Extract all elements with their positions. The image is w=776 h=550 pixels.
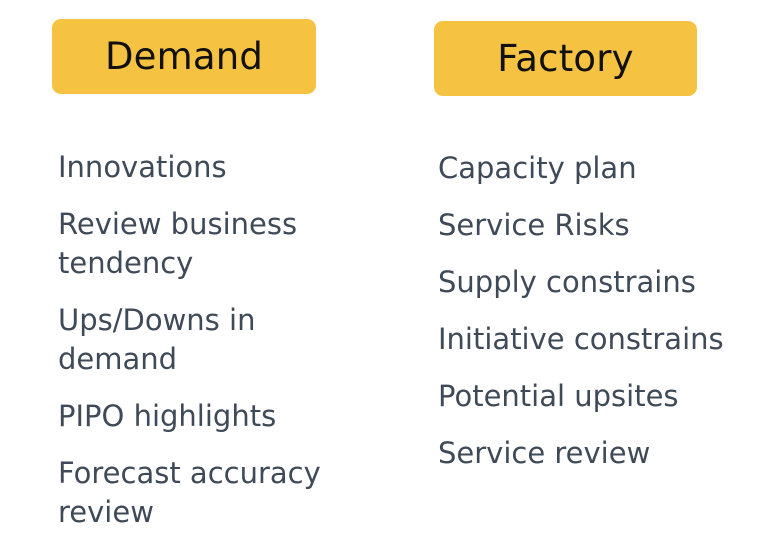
factory-item-list: Capacity plan Service Risks Supply const…	[438, 149, 770, 491]
factory-item: Service Risks	[438, 208, 630, 242]
demand-item: Ups/Downs in demand	[58, 303, 256, 376]
demand-item: Review business tendency	[58, 207, 298, 280]
demand-item-list: Innovations Review business tendency Ups…	[58, 148, 358, 550]
demand-column: Demand Innovations Review business tende…	[52, 0, 382, 550]
factory-header: Factory	[434, 21, 697, 96]
demand-header: Demand	[52, 19, 316, 94]
factory-column: Factory Capacity plan Service Risks Supp…	[434, 0, 770, 550]
demand-item: Innovations	[58, 150, 227, 184]
factory-item: Service review	[438, 436, 651, 470]
demand-item: Forecast accuracy review	[58, 456, 321, 529]
factory-item: Initiative constrains	[438, 322, 724, 356]
factory-item: Potential upsites	[438, 379, 679, 413]
demand-item: PIPO highlights	[58, 399, 277, 433]
factory-item: Capacity plan	[438, 151, 637, 185]
factory-item: Supply constrains	[438, 265, 696, 299]
